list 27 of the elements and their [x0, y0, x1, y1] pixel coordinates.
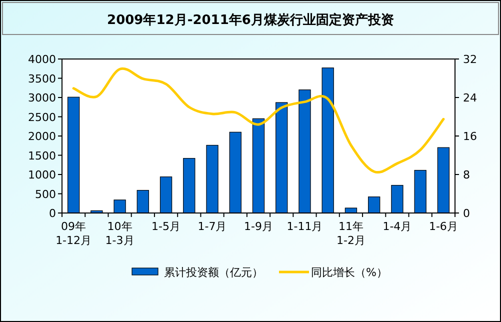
legend-label: 同比增长（%）	[311, 266, 388, 279]
y-tick-label: 2500	[28, 110, 56, 124]
y-tick-label: 3000	[28, 92, 56, 104]
y2-tick-label: 0	[463, 207, 470, 220]
y2-tick-label: 8	[463, 168, 470, 182]
y-tick-label: 500	[35, 188, 56, 201]
chart-title: 2009年12月-2011年6月煤炭行业固定资产投资	[107, 12, 394, 28]
y2-tick-label: 24	[463, 92, 477, 104]
x-tick-label: 1-4月	[382, 220, 412, 233]
x-tick-label: 1-5月	[152, 220, 181, 233]
line-series	[72, 67, 445, 174]
y-tick-label: 1500	[28, 149, 56, 162]
y-tick-label: 2000	[28, 130, 56, 143]
legend-label: 累计投资额（亿元）	[164, 266, 263, 279]
y-tick-label: 0	[49, 207, 56, 220]
y-tick-label: 1000	[28, 168, 56, 182]
x-tick-label: 1-6月	[428, 220, 458, 233]
x-tick-label: 1-7月	[198, 220, 227, 233]
y2-tick-label: 16	[463, 130, 477, 143]
y2-tick-label: 32	[463, 53, 477, 66]
x-tick-label: 11年 1-2月	[336, 220, 366, 247]
x-tick-label: 10年 1-3月	[105, 220, 134, 247]
y-tick-label: 3500	[28, 72, 56, 86]
x-tick-label: 09年 1-12月	[56, 220, 92, 247]
x-tick-label: 1-11月	[286, 220, 323, 233]
x-tick-label: 1-9月	[244, 220, 273, 233]
y-tick-label: 4000	[28, 53, 56, 66]
